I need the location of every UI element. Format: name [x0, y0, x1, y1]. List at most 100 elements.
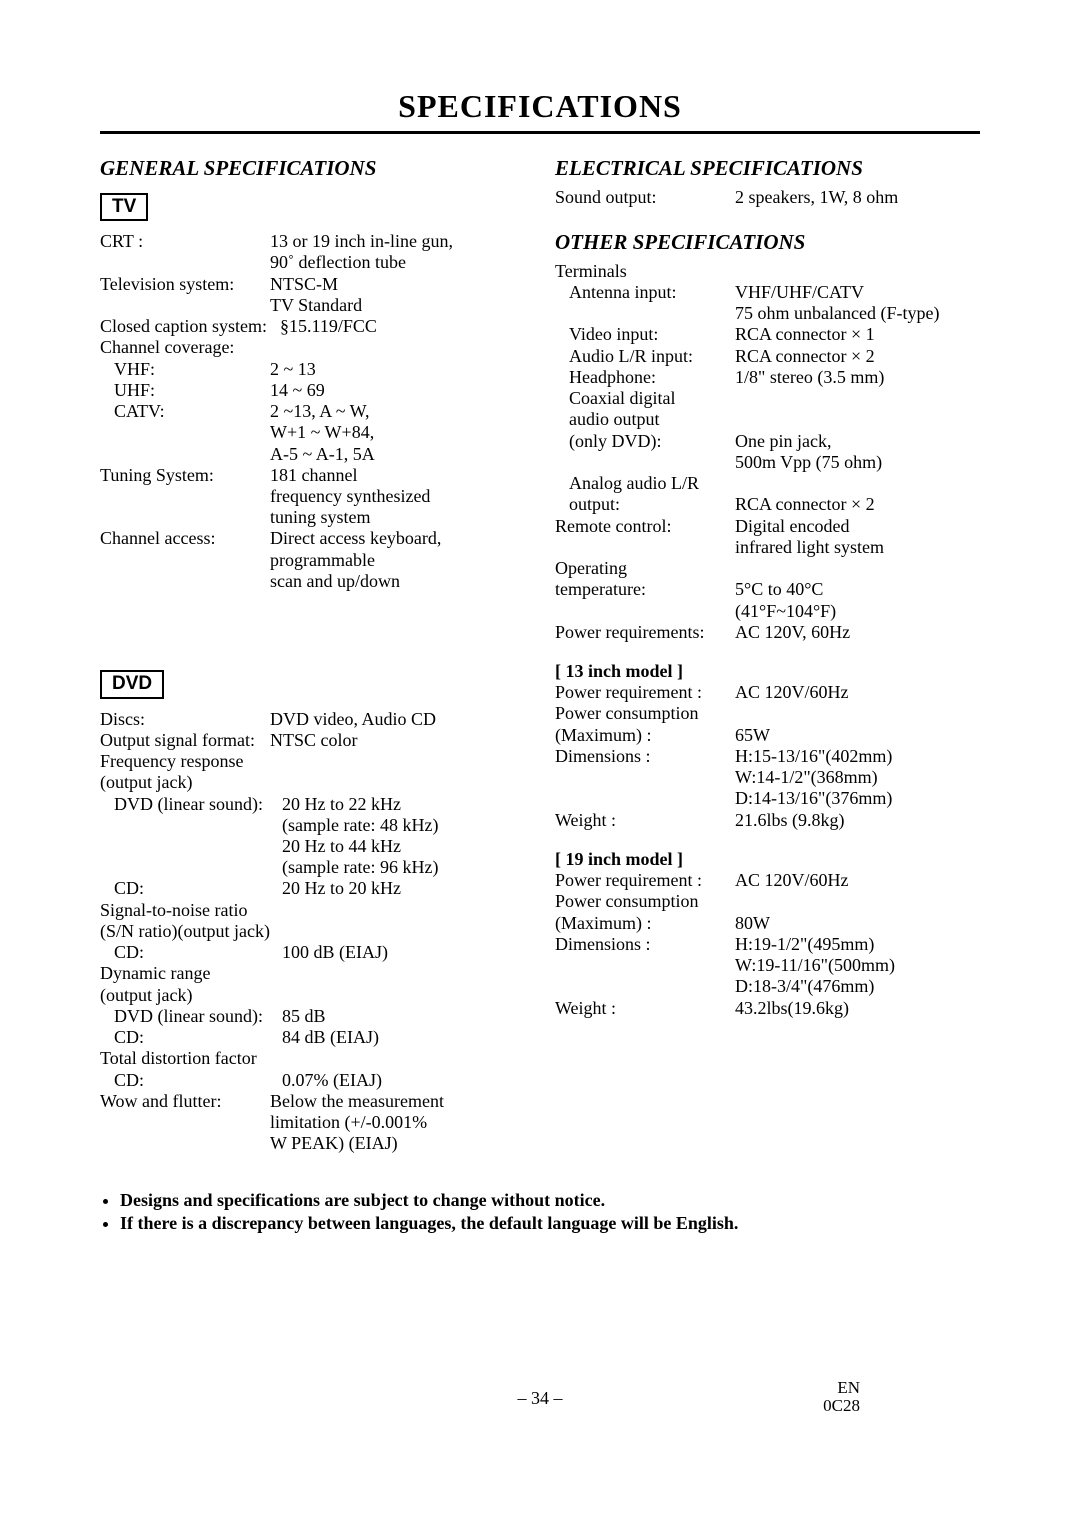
chaccess-label: Channel access:: [100, 528, 270, 549]
coax-v1: One pin jack,: [735, 431, 980, 452]
dvd-linear-v3: 20 Hz to 44 kHz: [282, 836, 525, 857]
m19-dim-v1: H:19-1/2"(495mm): [735, 934, 980, 955]
wow-v2: limitation (+/-0.001%: [270, 1112, 525, 1133]
m19-dim-label: Dimensions :: [555, 934, 735, 955]
antenna-label: Antenna input:: [569, 282, 735, 303]
powerreq-value: AC 120V, 60Hz: [735, 622, 980, 643]
optemp-label-2: temperature:: [555, 579, 735, 600]
m13-pr-label: Power requirement :: [555, 682, 735, 703]
optemp-v1: 5°C to 40°C: [735, 579, 980, 600]
tuning-value-3: tuning system: [270, 507, 525, 528]
vhf-label: VHF:: [114, 359, 270, 380]
footer-code-2: 0C28: [823, 1397, 860, 1415]
dvd-linear-v4: (sample rate: 96 kHz): [282, 857, 525, 878]
catv-label: CATV:: [114, 401, 270, 422]
channel-coverage-label: Channel coverage:: [100, 337, 525, 358]
discs-label: Discs:: [100, 709, 270, 730]
m13-pr-value: AC 120V/60Hz: [735, 682, 980, 703]
sound-value: 2 speakers, 1W, 8 ohm: [735, 187, 980, 208]
m13-pc-label-2: (Maximum) :: [555, 725, 735, 746]
catv-value-3: A-5 ~ A-1, 5A: [270, 444, 525, 465]
audio-value: RCA connector × 2: [735, 346, 980, 367]
chaccess-value-3: scan and up/down: [270, 571, 525, 592]
tdf-label: Total distortion factor: [100, 1048, 525, 1069]
antenna-v1: VHF/UHF/CATV: [735, 282, 980, 303]
headphone-label: Headphone:: [569, 367, 735, 388]
cd-sn-label: CD:: [114, 942, 282, 963]
dvd-dyn-label: DVD (linear sound):: [114, 1006, 282, 1027]
video-label: Video input:: [569, 324, 735, 345]
remote-label: Remote control:: [555, 516, 735, 537]
antenna-v2: 75 ohm unbalanced (F-type): [735, 303, 980, 324]
crt-value-2: 90˚ deflection tube: [270, 252, 525, 273]
headphone-value: 1/8" stereo (3.5 mm): [735, 367, 980, 388]
video-value: RCA connector × 1: [735, 324, 980, 345]
m13-pc-label-1: Power consumption: [555, 703, 980, 724]
vhf-value: 2 ~ 13: [270, 359, 525, 380]
tvsys-value: NTSC-M: [270, 274, 525, 295]
tuning-label: Tuning System:: [100, 465, 270, 486]
remote-v2: infrared light system: [735, 537, 980, 558]
analog-label-1: Analog audio L/R: [555, 473, 980, 494]
cd-tdf-label: CD:: [114, 1070, 282, 1091]
footer-code-1: EN: [823, 1379, 860, 1397]
coax-v2: 500m Vpp (75 ohm): [735, 452, 980, 473]
tv-box-label: TV: [100, 193, 148, 221]
cd-freq-value: 20 Hz to 20 kHz: [282, 878, 525, 899]
m19-weight-label: Weight :: [555, 998, 735, 1019]
cd-freq-label: CD:: [114, 878, 282, 899]
chaccess-value-1: Direct access keyboard,: [270, 528, 525, 549]
m13-dim-v1: H:15-13/16"(402mm): [735, 746, 980, 767]
powerreq-label: Power requirements:: [555, 622, 735, 643]
coax-label-1: Coaxial digital: [555, 388, 980, 409]
dvd-linear-v2: (sample rate: 48 kHz): [282, 815, 525, 836]
uhf-value: 14 ~ 69: [270, 380, 525, 401]
analog-value: RCA connector × 2: [735, 494, 980, 515]
catv-value-1: 2 ~13, A ~ W,: [270, 401, 525, 422]
tuning-value-1: 181 channel: [270, 465, 525, 486]
crt-label: CRT :: [100, 231, 270, 252]
m13-dim-label: Dimensions :: [555, 746, 735, 767]
m13-weight-label: Weight :: [555, 810, 735, 831]
note-2: If there is a discrepancy between langua…: [120, 1213, 980, 1234]
m19-weight-value: 43.2lbs(19.6kg): [735, 998, 980, 1019]
m13-dim-v2: W:14-1/2"(368mm): [735, 767, 980, 788]
model-13-heading: [ 13 inch model ]: [555, 661, 980, 682]
m19-dim-v3: D:18-3/4"(476mm): [735, 976, 980, 997]
wow-label: Wow and flutter:: [100, 1091, 270, 1112]
model-19-heading: [ 19 inch model ]: [555, 849, 980, 870]
page-number: – 34 –: [0, 1388, 1080, 1409]
discs-value: DVD video, Audio CD: [270, 709, 525, 730]
note-1: Designs and specifications are subject t…: [120, 1190, 980, 1211]
optemp-v2: (41°F~104°F): [735, 601, 980, 622]
freq-resp-label-1: Frequency response: [100, 751, 525, 772]
left-column: GENERAL SPECIFICATIONS TV CRT :13 or 19 …: [100, 156, 525, 1154]
m13-dim-v3: D:14-13/16"(376mm): [735, 788, 980, 809]
dvd-box-label: DVD: [100, 670, 164, 698]
m19-pc-label-1: Power consumption: [555, 891, 980, 912]
catv-value-2: W+1 ~ W+84,: [270, 422, 525, 443]
cd-sn-value: 100 dB (EIAJ): [282, 942, 525, 963]
wow-v3: W PEAK) (EIAJ): [270, 1133, 525, 1154]
page: SPECIFICATIONS GENERAL SPECIFICATIONS TV…: [0, 0, 1080, 1234]
wow-v1: Below the measurement: [270, 1091, 525, 1112]
uhf-label: UHF:: [114, 380, 270, 401]
remote-v1: Digital encoded: [735, 516, 980, 537]
dvd-linear-label: DVD (linear sound):: [114, 794, 282, 815]
outsig-value: NTSC color: [270, 730, 525, 751]
m19-dim-v2: W:19-11/16"(500mm): [735, 955, 980, 976]
terminals-label: Terminals: [555, 261, 980, 282]
notes: Designs and specifications are subject t…: [100, 1190, 980, 1234]
page-title: SPECIFICATIONS: [100, 88, 980, 134]
coax-label-3: (only DVD):: [569, 431, 735, 452]
cd-dyn-value: 84 dB (EIAJ): [282, 1027, 525, 1048]
audio-label: Audio L/R input:: [569, 346, 735, 367]
dvd-dyn-value: 85 dB: [282, 1006, 525, 1027]
cc-label: Closed caption system:: [100, 316, 280, 337]
analog-label-2: output:: [569, 494, 735, 515]
dvd-linear-v1: 20 Hz to 22 kHz: [282, 794, 525, 815]
m19-pr-label: Power requirement :: [555, 870, 735, 891]
m13-pc-value: 65W: [735, 725, 980, 746]
tuning-value-2: frequency synthesized: [270, 486, 525, 507]
freq-resp-label-2: (output jack): [100, 772, 525, 793]
